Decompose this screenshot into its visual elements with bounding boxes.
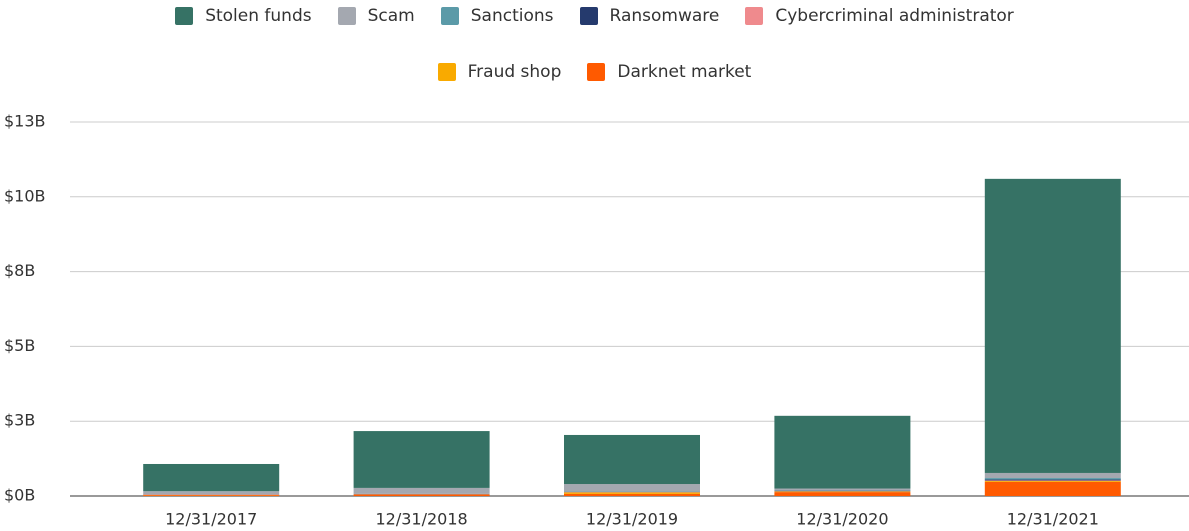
bar-segment [353, 494, 490, 496]
bar-segment [143, 463, 280, 492]
y-tick-label: $5B [4, 336, 35, 355]
legend-label: Scam [367, 6, 415, 26]
bar-segment [564, 493, 700, 496]
legend-swatch [175, 7, 194, 25]
bar-segment [984, 178, 1121, 473]
bar-segment [774, 491, 911, 493]
bar-segment [353, 431, 490, 488]
x-tick-label: 12/31/2018 [375, 510, 467, 529]
legend-item: Ransomware [579, 4, 720, 28]
legend-swatch [579, 7, 598, 25]
y-tick-label: $0B [4, 486, 35, 505]
legend-label: Stolen funds [205, 6, 312, 26]
bar-segment [564, 492, 700, 494]
bar-segment [564, 434, 700, 485]
legend-item: Darknet market [587, 60, 751, 84]
legend: Stolen funds Scam Sanctions Ransomware Cyber… [0, 4, 1189, 84]
legend-label: Ransomware [609, 6, 720, 26]
x-tick-label: 12/31/2020 [796, 510, 888, 529]
legend-item: Cybercriminal administrator [745, 4, 1014, 28]
bar-segment [774, 415, 911, 489]
y-tick-label: $3B [4, 411, 35, 430]
legend-swatch [437, 63, 456, 81]
bar-segment [774, 488, 911, 491]
legend-items: Stolen funds Scam Sanctions Ransomware Cyber… [105, 4, 1085, 84]
y-tick-label: $13B [4, 112, 46, 131]
bar-segment [984, 480, 1121, 482]
bar-segment [984, 479, 1121, 481]
legend-label: Darknet market [617, 62, 752, 82]
bar-segment [984, 481, 1121, 482]
bar-segment [984, 478, 1121, 480]
x-tick-label: 12/31/2019 [586, 510, 678, 529]
legend-item: Scam [337, 4, 415, 28]
legend-label: Sanctions [470, 6, 554, 26]
y-tick-label: $8B [4, 261, 35, 280]
legend-label: Cybercriminal administrator [775, 6, 1014, 26]
legend-item: Stolen funds [175, 4, 312, 28]
bar-segment [564, 484, 700, 492]
bar-segment [984, 481, 1121, 496]
x-tick-label: 12/31/2017 [165, 510, 257, 529]
bar-segment [143, 495, 280, 496]
bar-segment [774, 492, 911, 496]
legend-swatch [440, 7, 459, 25]
legend-swatch [745, 7, 764, 25]
y-tick-label: $10B [4, 186, 46, 205]
legend-item: Fraud shop [437, 60, 562, 84]
bar-segment [774, 490, 911, 492]
bar-segment [353, 487, 490, 494]
x-tick-label: 12/31/2021 [1007, 510, 1099, 529]
legend-label: Fraud shop [467, 62, 562, 82]
legend-swatch [587, 63, 606, 81]
legend-item: Sanctions [440, 4, 554, 28]
legend-swatch [337, 7, 356, 25]
bar-segment [143, 491, 280, 495]
bar-segment [984, 472, 1121, 479]
